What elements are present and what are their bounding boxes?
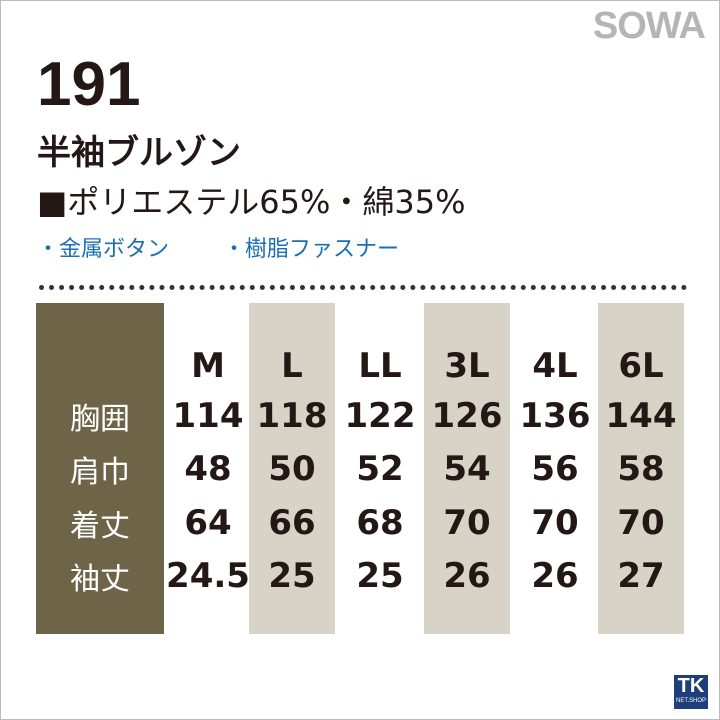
size-value: 25 (268, 556, 316, 596)
size-value: 136 (519, 396, 591, 436)
size-header: 6L (618, 346, 664, 386)
size-value: 144 (605, 396, 677, 436)
size-value: 54 (443, 449, 491, 489)
size-header: 4L (532, 346, 578, 386)
product-name: 半袖ブルゾン (37, 133, 241, 173)
size-value: 66 (268, 503, 316, 543)
size-value: 70 (531, 503, 579, 543)
size-value: 52 (356, 449, 404, 489)
size-header: M (191, 346, 225, 386)
column-band (424, 303, 510, 634)
size-value: 26 (531, 556, 579, 596)
column-band (598, 303, 684, 634)
divider (39, 285, 687, 290)
label-column (36, 303, 164, 634)
size-value: 68 (356, 503, 404, 543)
feature: ・樹脂ファスナー (223, 237, 400, 262)
size-value: 48 (184, 449, 232, 489)
brand-logo: SOWA (592, 5, 706, 47)
size-value: 24.5 (166, 556, 250, 596)
size-value: 26 (443, 556, 491, 596)
size-value: 27 (617, 556, 665, 596)
size-value: 114 (172, 396, 244, 436)
shop-logo: TK NET.SHOP (674, 675, 708, 709)
material: ■ポリエステル65%・綿35% (37, 183, 466, 221)
size-value: 25 (356, 556, 404, 596)
size-value: 126 (431, 396, 503, 436)
size-value: 50 (268, 449, 316, 489)
size-value: 58 (617, 449, 665, 489)
row-label: 袖丈 (70, 562, 130, 597)
size-value: 64 (184, 503, 232, 543)
size-header: L (281, 346, 303, 386)
row-label: 着丈 (70, 509, 130, 544)
size-value: 70 (617, 503, 665, 543)
size-header: 3L (444, 346, 490, 386)
shop-logo-mark: TK (677, 675, 705, 697)
size-header: LL (358, 346, 402, 386)
product-number: 191 (37, 50, 141, 119)
size-value: 56 (531, 449, 579, 489)
size-value: 70 (443, 503, 491, 543)
row-label: 肩巾 (70, 455, 130, 490)
row-label: 胸囲 (70, 402, 130, 437)
feature: ・金属ボタン (37, 237, 170, 262)
size-value: 122 (344, 396, 416, 436)
column-band (249, 303, 335, 634)
shop-logo-text: NET.SHOP (675, 698, 706, 704)
size-value: 118 (256, 396, 328, 436)
